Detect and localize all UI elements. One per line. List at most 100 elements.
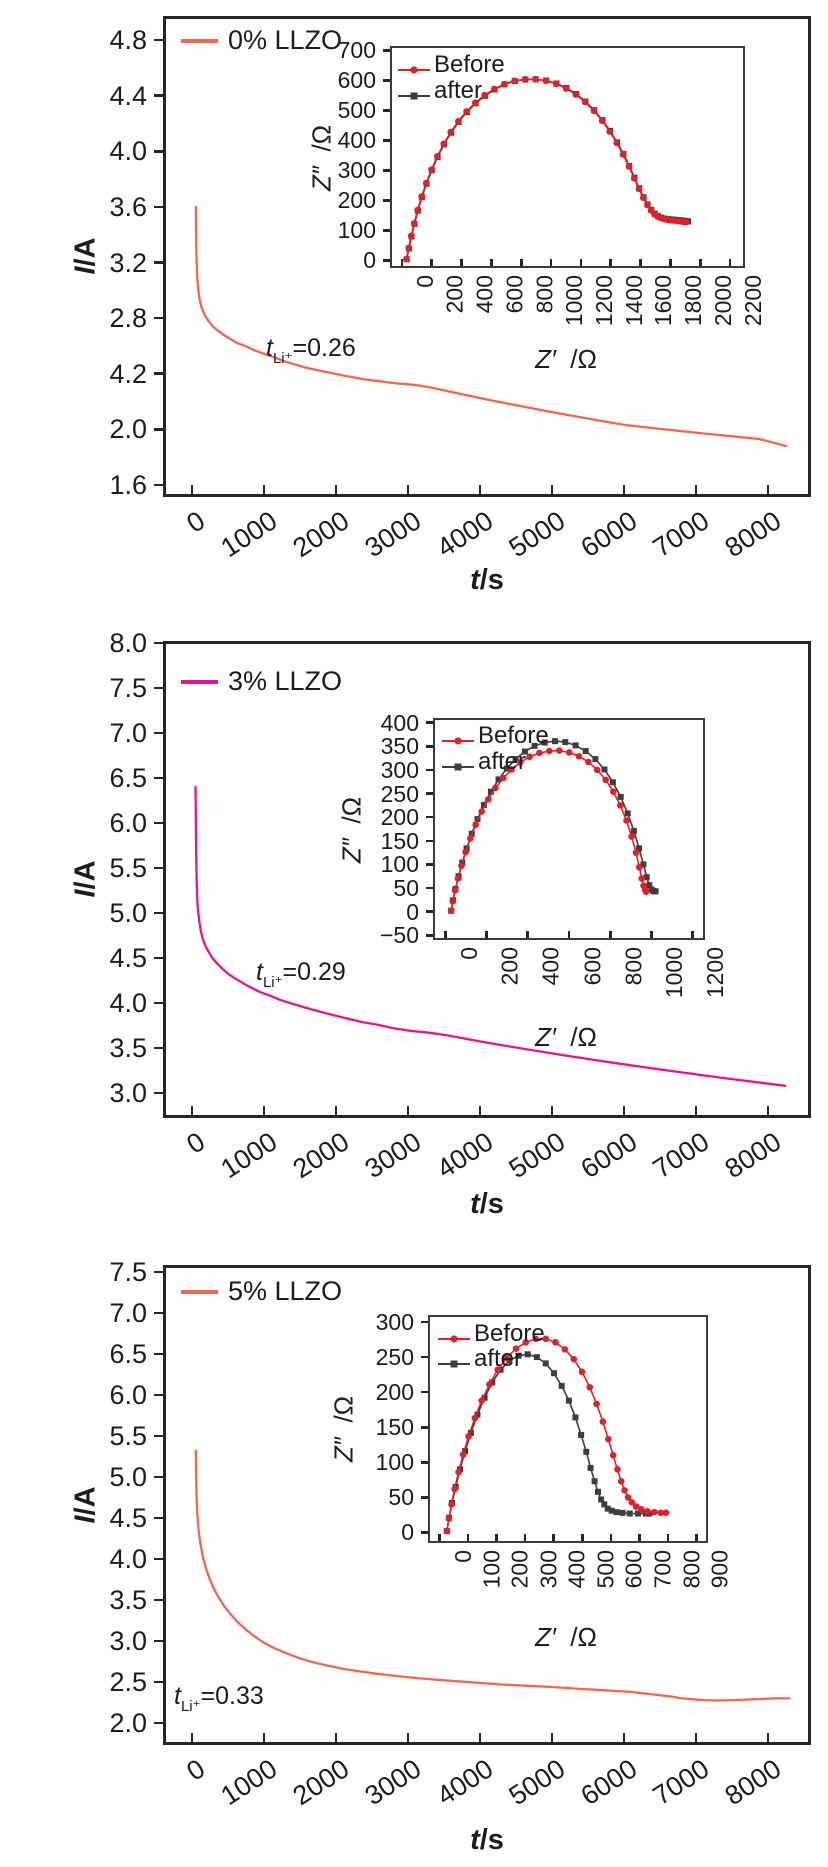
y-tick-mark (154, 731, 163, 735)
y-tick-mark (154, 821, 163, 825)
x-tick-label-text: 700 (649, 1550, 676, 1589)
x-tick-mark (406, 485, 410, 494)
transference-number-annotation: tLi⁺=0.29 (256, 958, 346, 991)
y-tick-mark (426, 815, 433, 819)
x-tick-mark (478, 1733, 482, 1742)
y-tick-mark (383, 109, 390, 112)
x-tick-label-text: 600 (620, 1550, 647, 1589)
y-tick-mark (383, 169, 390, 172)
y-tick-mark (154, 1557, 163, 1561)
y-tick-label: 200 (337, 187, 376, 214)
y-tick-mark (154, 38, 163, 42)
x-tick-mark (334, 485, 338, 494)
x-tick-label-text: 1000 (561, 275, 588, 327)
y-tick-label: 300 (375, 1308, 414, 1335)
x-tick-mark (550, 1733, 554, 1742)
y-tick-label: 3.0 (109, 1626, 147, 1657)
main-plot-frame (163, 641, 811, 1118)
y-tick-mark (421, 1531, 428, 1534)
y-tick-mark (426, 839, 433, 843)
x-tick-mark (694, 485, 698, 494)
y-tick-label: 6.5 (109, 763, 147, 794)
x-tick-mark (495, 1534, 498, 1541)
inset-x-axis-label: Z′ /Ω (535, 344, 597, 374)
y-tick-label: 5.0 (109, 1462, 147, 1493)
x-tick-label-text: 200 (441, 275, 468, 314)
x-tick-label-text: 2000 (710, 275, 737, 327)
x-tick-label-text: 600 (579, 947, 605, 986)
y-tick-mark (426, 933, 433, 937)
x-tick-mark (650, 931, 653, 938)
y-tick-label: 3.5 (109, 1033, 147, 1064)
x-tick-label-text: 800 (678, 1550, 704, 1589)
y-tick-mark (383, 49, 390, 52)
transference-number-annotation: tLi⁺=0.33 (174, 1682, 264, 1715)
legend-label: 3% LLZO (228, 666, 343, 696)
y-tick-mark (421, 1320, 428, 1324)
y-tick-mark (154, 1475, 163, 1479)
y-tick-label: 50 (393, 875, 419, 901)
y-tick-label: 100 (337, 217, 376, 244)
y-tick-mark (421, 1461, 428, 1464)
y-tick-mark (421, 1390, 428, 1394)
x-tick-mark (766, 1733, 770, 1742)
x-tick-label-text: 200 (506, 1550, 533, 1589)
legend-line (181, 38, 218, 43)
y-tick-mark (154, 956, 163, 960)
x-tick-label-text: 900 (706, 1550, 733, 1589)
legend-marker-after (437, 1352, 471, 1368)
y-tick-label: 400 (337, 127, 376, 154)
y-tick-label: 200 (380, 804, 419, 831)
x-tick-mark (567, 931, 571, 938)
x-tick-label-text: 1400 (620, 275, 647, 327)
y-tick-label: 6.0 (109, 1380, 147, 1411)
y-tick-mark (154, 776, 163, 780)
y-tick-mark (421, 1496, 428, 1499)
y-tick-label: −50 (379, 922, 419, 949)
y-tick-mark (154, 1639, 163, 1643)
inset-x-axis-label: Z′ /Ω (535, 1622, 597, 1652)
y-tick-mark (383, 259, 390, 262)
legend-marker-before (441, 729, 475, 745)
x-tick-mark (608, 931, 612, 938)
x-tick-mark (766, 1106, 770, 1115)
y-tick-mark (426, 863, 433, 866)
series-line-3% LLZO (194, 785, 787, 1087)
y-tick-mark (421, 1425, 428, 1429)
series-markers-Before (447, 747, 650, 915)
y-tick-label: 2.5 (109, 1667, 147, 1698)
x-tick-mark (666, 1534, 670, 1541)
curves-svg (194, 76, 787, 448)
y-tick-mark (154, 149, 163, 153)
legend-label-before: Before (474, 1320, 545, 1347)
x-tick-mark (552, 1534, 555, 1541)
y-tick-mark (154, 94, 163, 97)
x-tick-mark (698, 259, 702, 266)
y-tick-label: 150 (380, 827, 419, 854)
x-tick-mark (691, 931, 694, 938)
x-tick-mark (549, 259, 553, 266)
main-legend: 5% LLZO (181, 1278, 342, 1305)
x-tick-mark (190, 1106, 194, 1115)
y-tick-label: 350 (380, 733, 419, 760)
x-tick-mark (406, 1106, 410, 1115)
x-tick-label-text: 0 (411, 275, 438, 288)
x-tick-mark (695, 1534, 698, 1541)
y-axis-label-symbol: I (69, 889, 102, 898)
x-tick-mark (406, 1733, 410, 1742)
x-tick-label-text: 400 (537, 947, 564, 986)
main-legend: 3% LLZO (181, 668, 342, 695)
y-tick-mark (421, 1355, 428, 1359)
x-tick-mark (190, 485, 194, 494)
x-tick-mark (334, 1106, 338, 1115)
y-tick-label: 4.8 (109, 25, 147, 56)
inset-x-axis-label: Z′ /Ω (535, 1022, 597, 1052)
y-tick-mark (426, 721, 433, 725)
y-tick-mark (154, 1434, 163, 1438)
y-tick-label: 8.0 (109, 628, 147, 659)
legend-line (181, 679, 218, 684)
y-tick-mark (426, 745, 433, 748)
main-x-axis-label: t/s (470, 1188, 504, 1221)
x-tick-mark (334, 1733, 338, 1742)
